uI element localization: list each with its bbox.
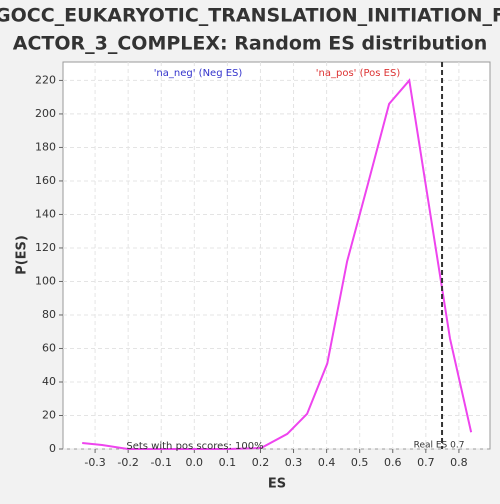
annotation: Sets with pos scores: 100% xyxy=(126,441,263,452)
y-tick-label: 160 xyxy=(35,174,56,187)
y-tick-label: 100 xyxy=(35,274,56,287)
x-tick-label: 0.3 xyxy=(285,456,303,469)
x-tick-label: 0.5 xyxy=(351,456,369,469)
x-tick-label: 0.1 xyxy=(219,456,237,469)
y-tick-label: 200 xyxy=(35,107,56,120)
x-tick-label: 0.8 xyxy=(450,456,468,469)
y-axis-label: P(ES) xyxy=(15,235,30,275)
x-tick-label: 0.2 xyxy=(252,456,270,469)
real-es-label: Real ES 0.7 xyxy=(414,441,465,451)
annotation: 'na_neg' (Neg ES) xyxy=(154,68,243,79)
x-tick-label: 0.4 xyxy=(318,456,336,469)
y-tick-label: 0 xyxy=(49,442,56,455)
x-tick-label: 0.6 xyxy=(384,456,402,469)
x-tick-label: -0.2 xyxy=(117,456,138,469)
annotation: 'na_pos' (Pos ES) xyxy=(316,68,401,79)
x-axis-label: ES xyxy=(268,477,286,492)
x-tick-label: -0.1 xyxy=(150,456,171,469)
x-tick-label: -0.3 xyxy=(84,456,105,469)
x-tick-label: 0.0 xyxy=(186,456,204,469)
y-tick-label: 80 xyxy=(42,308,56,321)
y-tick-label: 120 xyxy=(35,241,56,254)
y-tick-label: 220 xyxy=(35,73,56,86)
y-tick-label: 20 xyxy=(42,408,56,421)
chart-title: GOCC_EUKARYOTIC_TRANSLATION_INITIATION_F xyxy=(0,5,500,27)
line xyxy=(82,78,473,450)
y-tick-label: 60 xyxy=(42,341,56,354)
y-tick-label: 140 xyxy=(35,207,56,220)
y-tick-label: 180 xyxy=(35,140,56,153)
x-tick-label: 0.7 xyxy=(417,456,435,469)
plot-area xyxy=(62,61,491,450)
y-tick-label: 40 xyxy=(42,375,56,388)
chart-title: ACTOR_3_COMPLEX: Random ES distribution xyxy=(13,33,488,55)
